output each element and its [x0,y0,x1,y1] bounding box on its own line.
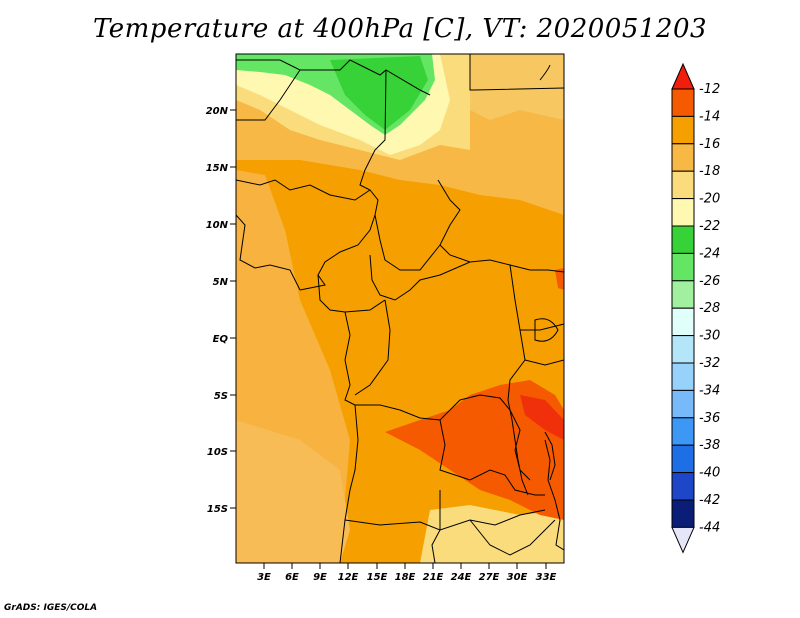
field-east-12 [520,395,564,440]
colorbar-swatch [671,444,695,474]
field-north-24-core [330,56,428,130]
lon-label: 3E [257,572,271,583]
lat-label: 5S [214,391,228,402]
colorbar-swatch [671,280,695,309]
field-south-18 [420,505,564,563]
colorbar-label: -26 [699,274,720,289]
colorbar-swatch [671,225,695,254]
lake-tanganyika [511,419,529,496]
colorbar-swatch [671,335,695,364]
lon-label: 15E [367,572,388,583]
credit-text: GrADS: IGES/COLA [4,603,98,613]
lake-victoria [534,318,559,342]
colorbar-swatch [671,198,695,227]
colorbar-label: -28 [699,301,720,316]
field-northeast-18 [470,54,564,120]
field-east-14-spot [555,268,564,290]
colorbar-label: -16 [699,137,720,152]
lon-label: 9E [313,572,327,583]
lat-label: EQ [213,334,229,345]
colorbar-swatch [671,88,695,117]
border-namibia [344,509,546,531]
lon-label: 27E [479,572,500,583]
country-borders [236,54,564,563]
colorbar-label: -42 [699,493,720,508]
colorbar-label: -12 [699,82,720,97]
lat-labels: 20N 15N 10N 5N EQ 5S 10S 15S [206,106,229,515]
border-nigeria-niger [236,179,371,201]
lake-malawi [544,431,556,481]
colorbar-arrow-bottom [671,526,695,554]
colorbar-label: -30 [699,329,720,344]
border-nigeria-south [236,214,301,291]
map-frame [235,53,565,564]
colorbar-label: -14 [699,109,720,124]
border-sudan-egypt [469,54,564,91]
lat-label: 5N [213,277,229,288]
border-angola-west [339,404,359,563]
chart-title: Temperature at 400hPa [C], VT: 202005120… [92,14,708,44]
colorbar-swatch [671,472,695,501]
lon-label: 12E [338,572,359,583]
lat-label: 15N [206,163,229,174]
lat-label: 15S [207,504,228,515]
coast-red-sea [539,64,551,81]
border-gabon-congo [344,311,356,406]
colorbar-label: -32 [699,356,720,371]
lon-labels: 3E 6E 9E 12E 15E 18E 21E 24E 27E 30E 33E [257,572,556,583]
field-southwest-16 [236,420,350,563]
colorbar-swatch [671,417,695,446]
border-niger-mali [236,69,301,121]
lon-label: 33E [536,572,557,583]
lat-label: 20N [206,106,229,117]
colorbar-swatch [671,307,695,337]
border-car-drc [369,254,471,301]
colorbar-arrow-top [671,62,695,90]
lon-label: 18E [395,572,416,583]
colorbar-label: -18 [699,164,720,179]
colorbar-swatch [671,252,695,282]
border-chad-west [299,69,387,291]
field-southeast-14 [385,380,564,520]
colorbar-label: -36 [699,411,720,426]
colorbar-swatch [671,499,695,528]
lon-label: 21E [423,572,444,583]
colorbar-swatch [671,115,695,145]
colorbar-label: -22 [699,219,720,234]
lat-axis [230,109,236,509]
border-mozambique [544,439,564,551]
border-cameroon-south [317,274,386,313]
colorbar-swatch [671,143,695,172]
border-congo-drc [354,299,391,396]
colorbar-label: -34 [699,383,720,398]
colorbar: -12 -14 -16 -18 -20 -22 -24 -26 -28 -30 -32 -34 -36 -… [671,62,720,554]
colorbar-label: -38 [699,438,720,453]
border-tanzania [524,359,564,366]
colorbar-swatch [671,362,695,391]
border-botswana [431,490,441,563]
border-north [236,59,431,96]
border-car [374,214,441,271]
lon-label: 24E [451,572,472,583]
lon-axis [263,563,547,569]
temperature-field [236,54,564,563]
lon-label: 30E [507,572,528,583]
colorbar-label: -44 [699,520,720,535]
lon-label: 6E [285,572,299,583]
border-uganda [520,323,564,331]
colorbar-label: -40 [699,466,720,481]
colorbar-swatch [671,389,695,419]
colorbar-label: -24 [699,246,720,261]
lat-label: 10N [206,220,229,231]
border-sudan-car [437,179,564,273]
border-zimbabwe [469,519,556,556]
colorbar-label: -20 [699,192,720,207]
lat-label: 10S [207,447,228,458]
border-drc-angola-zambia [355,404,545,496]
colorbar-swatch [671,170,695,200]
